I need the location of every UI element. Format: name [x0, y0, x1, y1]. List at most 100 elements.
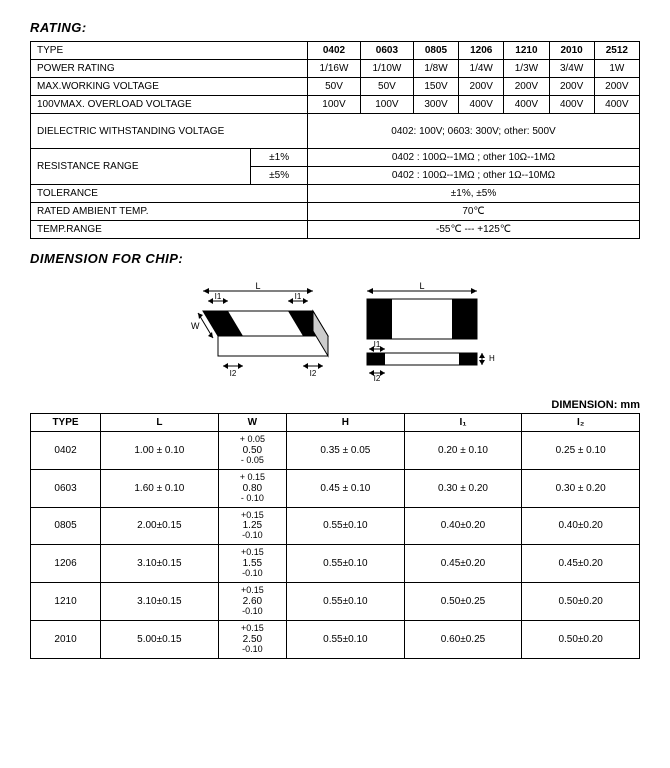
ratedtemp-label: RATED AMBIENT TEMP.	[31, 203, 308, 221]
power-v0: 1/16W	[308, 60, 361, 78]
dim-i1: 0.40±0.20	[404, 507, 522, 545]
temprange-val: -55℃ --- +125℃	[308, 221, 640, 239]
rating-row-overload: 100VMAX. OVERLOAD VOLTAGE 100V 100V 300V…	[31, 96, 640, 114]
svg-text:W: W	[191, 321, 200, 331]
rating-row-maxwork: MAX.WORKING VOLTAGE 50V 50V 150V 200V 20…	[31, 78, 640, 96]
resrange-val1: 0402 : 100Ω--1MΩ ; other 10Ω--1MΩ	[308, 149, 640, 167]
dim-i1: 0.60±0.25	[404, 620, 522, 658]
dim-i2: 0.50±0.20	[522, 620, 640, 658]
svg-text:I2: I2	[373, 374, 380, 381]
chip-isometric-icon: L I1 I1 I2 I2 W	[173, 281, 343, 381]
dim-i1: 0.50±0.25	[404, 583, 522, 621]
overload-label: 100VMAX. OVERLOAD VOLTAGE	[31, 96, 308, 114]
overload-v3: 400V	[459, 96, 504, 114]
dim-w: +0.152.50-0.10	[218, 620, 286, 658]
rating-row-dielectric: DIELECTRIC WITHSTANDING VOLTAGE 0402: 10…	[31, 114, 640, 149]
maxwork-v5: 200V	[549, 78, 594, 96]
chip-topview-icon: L I1 H I2	[347, 281, 497, 381]
dim-h-i1: I₁	[404, 414, 522, 432]
svg-text:H: H	[489, 354, 495, 363]
dim-w: +0.151.55-0.10	[218, 545, 286, 583]
temprange-label: TEMP.RANGE	[31, 221, 308, 239]
dim-w: +0.151.25-0.10	[218, 507, 286, 545]
dim-h: 0.45 ± 0.10	[287, 469, 405, 507]
dim-h-h: H	[287, 414, 405, 432]
dim-row: 08052.00±0.15+0.151.25-0.100.55±0.100.40…	[31, 507, 640, 545]
svg-text:L: L	[256, 281, 261, 291]
rating-header-row: TYPE 0402 0603 0805 1206 1210 2010 2512	[31, 42, 640, 60]
dim-h: 0.55±0.10	[287, 620, 405, 658]
dim-h: 0.55±0.10	[287, 583, 405, 621]
rating-title: RATING:	[30, 20, 640, 35]
dim-h-l: L	[101, 414, 219, 432]
dim-i2: 0.25 ± 0.10	[522, 432, 640, 470]
rating-row-tolerance: TOLERANCE ±1%, ±5%	[31, 185, 640, 203]
dim-l: 1.60 ± 0.10	[101, 469, 219, 507]
dim-l: 5.00±0.15	[101, 620, 219, 658]
dim-row: 04021.00 ± 0.10+ 0.050.50- 0.050.35 ± 0.…	[31, 432, 640, 470]
rating-row-resrange-1: RESISTANCE RANGE ±1% 0402 : 100Ω--1MΩ ; …	[31, 149, 640, 167]
rating-header-0805: 0805	[413, 42, 458, 60]
dim-h-type: TYPE	[31, 414, 101, 432]
dim-i1: 0.30 ± 0.20	[404, 469, 522, 507]
maxwork-v3: 200V	[459, 78, 504, 96]
maxwork-v2: 150V	[413, 78, 458, 96]
dim-i1: 0.45±0.20	[404, 545, 522, 583]
rating-header-0603: 0603	[360, 42, 413, 60]
overload-v1: 100V	[360, 96, 413, 114]
maxwork-v1: 50V	[360, 78, 413, 96]
dim-type: 2010	[31, 620, 101, 658]
tolerance-val: ±1%, ±5%	[308, 185, 640, 203]
dim-l: 1.00 ± 0.10	[101, 432, 219, 470]
svg-text:I1: I1	[215, 292, 222, 301]
svg-text:I2: I2	[230, 369, 237, 378]
rating-header-1206: 1206	[459, 42, 504, 60]
rating-row-ratedtemp: RATED AMBIENT TEMP. 70℃	[31, 203, 640, 221]
dim-l: 3.10±0.15	[101, 545, 219, 583]
dim-type: 0603	[31, 469, 101, 507]
dim-h: 0.35 ± 0.05	[287, 432, 405, 470]
rating-row-temprange: TEMP.RANGE -55℃ --- +125℃	[31, 221, 640, 239]
dim-row: 06031.60 ± 0.10+ 0.150.80- 0.100.45 ± 0.…	[31, 469, 640, 507]
svg-text:I1: I1	[295, 292, 302, 301]
dim-type: 0402	[31, 432, 101, 470]
power-v3: 1/4W	[459, 60, 504, 78]
rating-header-2512: 2512	[594, 42, 639, 60]
overload-v0: 100V	[308, 96, 361, 114]
dim-i2: 0.45±0.20	[522, 545, 640, 583]
rating-row-power: POWER RATING 1/16W 1/10W 1/8W 1/4W 1/3W …	[31, 60, 640, 78]
maxwork-v4: 200V	[504, 78, 549, 96]
overload-v5: 400V	[549, 96, 594, 114]
dim-i2: 0.30 ± 0.20	[522, 469, 640, 507]
svg-text:I2: I2	[310, 369, 317, 378]
power-label: POWER RATING	[31, 60, 308, 78]
dimension-title: DIMENSION FOR CHIP:	[30, 251, 640, 266]
dim-row: 12103.10±0.15+0.152.60-0.100.55±0.100.50…	[31, 583, 640, 621]
power-v5: 3/4W	[549, 60, 594, 78]
power-v6: 1W	[594, 60, 639, 78]
dim-w: + 0.050.50- 0.05	[218, 432, 286, 470]
resrange-val2: 0402 : 100Ω--1MΩ ; other 1Ω--10MΩ	[308, 167, 640, 185]
ratedtemp-val: 70℃	[308, 203, 640, 221]
dim-header-row: TYPE L W H I₁ I₂	[31, 414, 640, 432]
dim-l: 3.10±0.15	[101, 583, 219, 621]
svg-text:L: L	[419, 281, 424, 291]
resrange-label: RESISTANCE RANGE	[31, 149, 251, 185]
resrange-tol2: ±5%	[251, 167, 308, 185]
rating-header-1210: 1210	[504, 42, 549, 60]
dim-type: 1206	[31, 545, 101, 583]
dim-w: + 0.150.80- 0.10	[218, 469, 286, 507]
dim-row: 20105.00±0.15+0.152.50-0.100.55±0.100.60…	[31, 620, 640, 658]
dim-i1: 0.20 ± 0.10	[404, 432, 522, 470]
overload-v4: 400V	[504, 96, 549, 114]
overload-v2: 300V	[413, 96, 458, 114]
power-v4: 1/3W	[504, 60, 549, 78]
dim-l: 2.00±0.15	[101, 507, 219, 545]
dim-h: 0.55±0.10	[287, 545, 405, 583]
overload-v6: 400V	[594, 96, 639, 114]
resrange-tol1: ±1%	[251, 149, 308, 167]
dielectric-val: 0402: 100V; 0603: 300V; other: 500V	[308, 114, 640, 149]
dim-h-i2: I₂	[522, 414, 640, 432]
svg-text:I1: I1	[373, 340, 380, 349]
dim-type: 0805	[31, 507, 101, 545]
